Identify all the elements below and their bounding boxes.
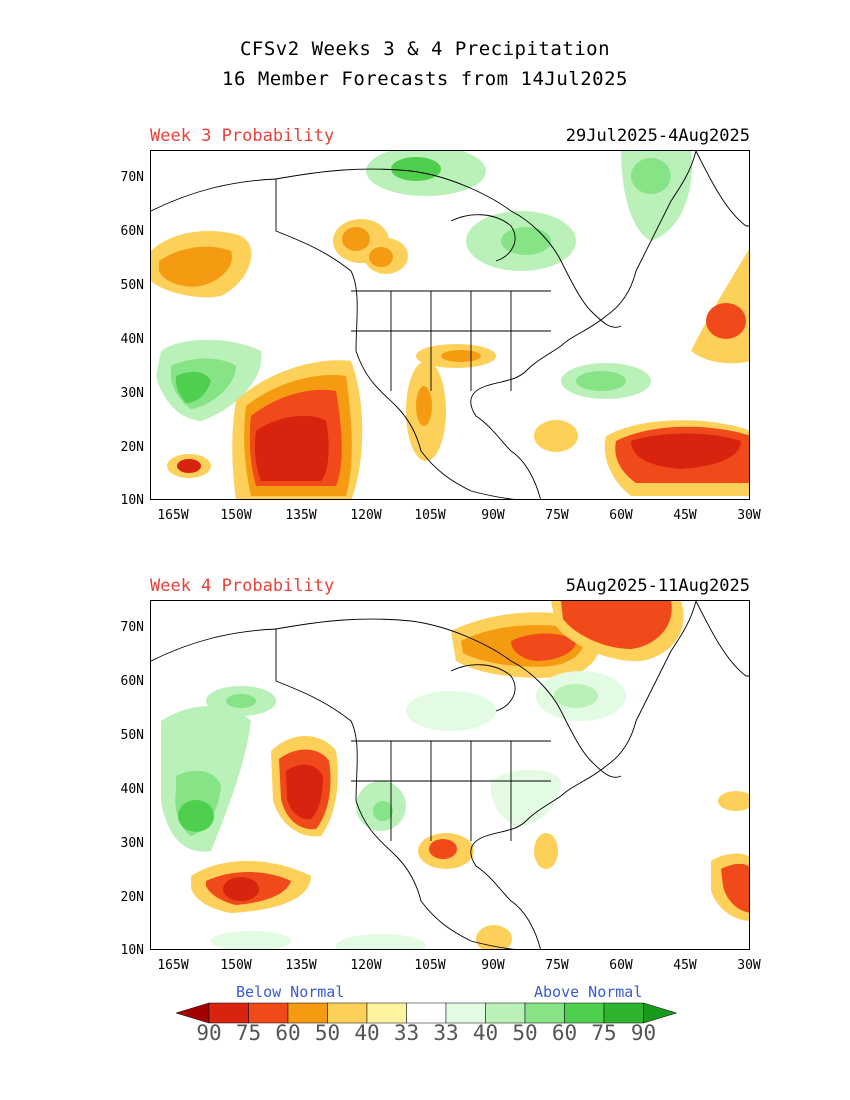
week4-date-range: 5Aug2025-11Aug2025 — [565, 576, 750, 596]
week4-lon-tick: 150W — [220, 958, 252, 973]
week3-lat-tick: 30N — [120, 386, 144, 401]
week4-coastlines — [151, 601, 749, 949]
week4-lon-tick: 60W — [609, 958, 633, 973]
legend-value: 50 — [512, 1021, 538, 1045]
legend-value: 50 — [314, 1021, 341, 1045]
week3-shading — [151, 151, 749, 499]
colorbar-swatch — [485, 1002, 526, 1024]
chart-title-line2: 16 Member Forecasts from 14Jul2025 — [222, 68, 628, 90]
week3-lon-tick: 135W — [285, 508, 317, 523]
week4-lat-tick: 70N — [120, 620, 144, 635]
week3-lon-tick: 45W — [673, 508, 697, 523]
legend-value: 75 — [591, 1021, 617, 1045]
week4-lon-tick: 30W — [737, 958, 761, 973]
week3-coastlines — [151, 151, 749, 499]
colorbar-swatch — [406, 1002, 447, 1024]
colorbar-arrow-below — [176, 1002, 210, 1024]
week4-lon-tick: 120W — [350, 958, 382, 973]
week4-map-graphic — [151, 601, 749, 949]
legend-value: 90 — [630, 1021, 657, 1045]
legend-value: 75 — [235, 1021, 262, 1045]
week3-lon-tick: 165W — [157, 508, 189, 523]
week4-map — [150, 600, 750, 950]
week3-lon-tick: 105W — [414, 508, 446, 523]
colorbar-swatch — [287, 1002, 328, 1024]
week4-lat-tick: 60N — [120, 674, 144, 689]
week4-lat-tick: 40N — [120, 782, 144, 797]
week4-lon-tick: 90W — [481, 958, 505, 973]
legend-value: 33 — [393, 1021, 420, 1045]
week3-label: Week 3 Probability — [150, 126, 335, 146]
week3-lon-tick: 120W — [350, 508, 382, 523]
legend-above-normal: Above Normal — [534, 983, 643, 1001]
week4-lon-tick: 135W — [285, 958, 317, 973]
colorbar-swatch — [248, 1002, 289, 1024]
week3-lon-tick: 90W — [481, 508, 505, 523]
colorbar-swatch — [327, 1002, 368, 1024]
chart-title-line1: CFSv2 Weeks 3 & 4 Precipitation — [239, 38, 611, 60]
week4-lon-tick: 105W — [414, 958, 446, 973]
week3-lat-tick: 20N — [120, 440, 144, 455]
week3-lon-tick: 150W — [220, 508, 252, 523]
legend-value: 60 — [551, 1021, 578, 1045]
week4-label: Week 4 Probability — [150, 576, 335, 596]
week3-lon-tick: 75W — [545, 508, 569, 523]
week3-lat-tick: 10N — [120, 493, 144, 508]
week3-lat-tick: 40N — [120, 332, 144, 347]
colorbar-swatch — [208, 1002, 249, 1024]
colorbar-swatch — [564, 1002, 605, 1024]
week3-map — [150, 150, 750, 500]
week4-lat-tick: 20N — [120, 890, 144, 905]
week3-lat-tick: 60N — [120, 224, 144, 239]
legend-value: 60 — [275, 1021, 301, 1045]
week4-lat-tick: 10N — [120, 943, 144, 958]
week3-map-graphic — [151, 151, 749, 499]
week3-lon-tick: 60W — [609, 508, 633, 523]
legend-value: 33 — [433, 1021, 459, 1045]
color-scale-bar — [176, 1002, 678, 1024]
colorbar-swatch — [366, 1002, 407, 1024]
week3-lon-tick: 30W — [737, 508, 761, 523]
week4-lat-tick: 50N — [120, 728, 144, 743]
colorbar-swatch — [603, 1002, 644, 1024]
colorbar-arrow-above — [643, 1002, 678, 1024]
legend-value: 40 — [472, 1021, 499, 1045]
week4-lon-tick: 75W — [545, 958, 569, 973]
week4-lon-tick: 165W — [157, 958, 189, 973]
week3-lat-tick: 50N — [120, 278, 144, 293]
colorbar-swatch — [445, 1002, 486, 1024]
week4-shading — [161, 601, 749, 949]
week4-lon-tick: 45W — [673, 958, 697, 973]
colorbar-swatch — [524, 1002, 565, 1024]
legend-value: 40 — [354, 1021, 380, 1045]
week4-lat-tick: 30N — [120, 836, 144, 851]
legend-value: 90 — [196, 1021, 222, 1045]
week3-lat-tick: 70N — [120, 170, 144, 185]
week3-date-range: 29Jul2025-4Aug2025 — [565, 126, 750, 146]
legend-below-normal: Below Normal — [236, 983, 345, 1001]
